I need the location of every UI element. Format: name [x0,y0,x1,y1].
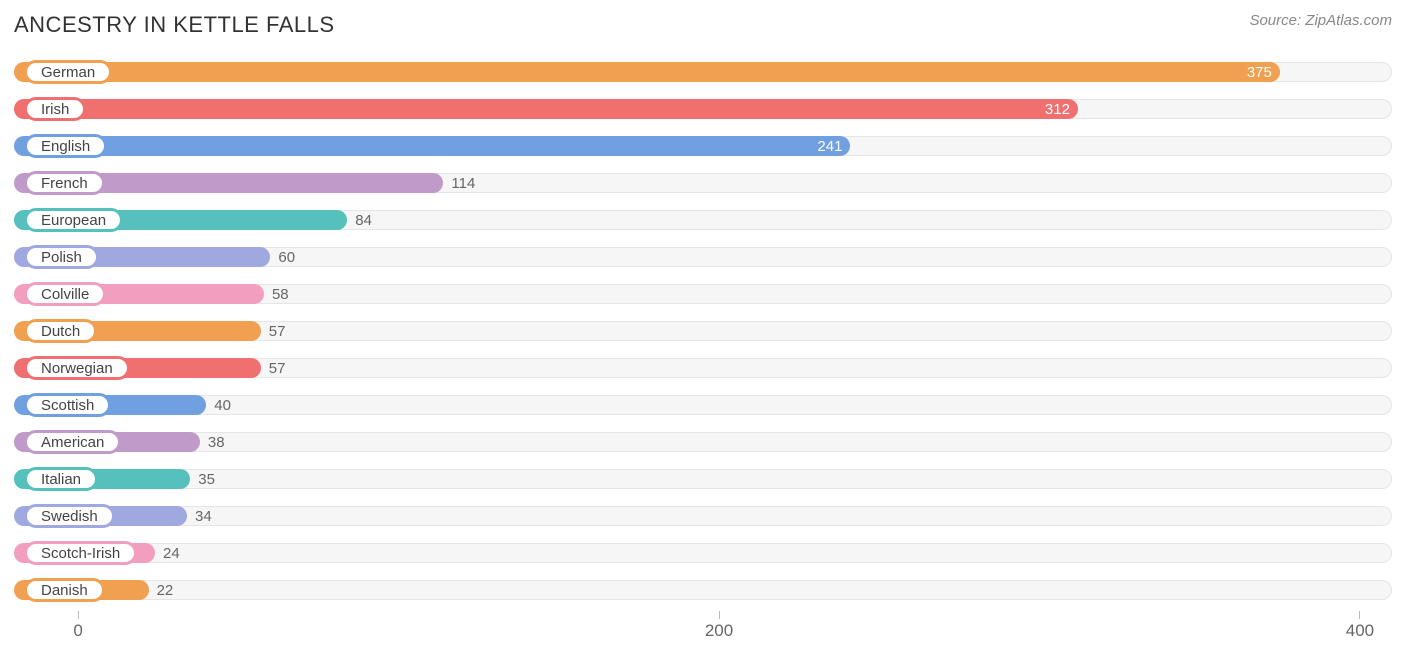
x-axis: 0 200 400 [14,611,1392,651]
bar-value: 114 [443,173,483,193]
category-pill: Dutch [24,319,97,343]
bar-row: 241 English [14,130,1392,162]
tick-label: 400 [1340,621,1380,641]
chart-source: Source: ZipAtlas.com [1249,12,1392,29]
ancestry-chart: ANCESTRY IN KETTLE FALLS Source: ZipAtla… [0,0,1406,659]
category-pill: Italian [24,467,98,491]
bar-row: 34 Swedish [14,500,1392,532]
bar-value: 58 [264,284,297,304]
tick-label: 200 [699,621,739,641]
bar-row: 58 Colville [14,278,1392,310]
bar-row: 375 German [14,56,1392,88]
category-pill: Polish [24,245,99,269]
chart-header: ANCESTRY IN KETTLE FALLS Source: ZipAtla… [14,12,1392,38]
category-pill: Scotch-Irish [24,541,137,565]
tick-mark [1359,611,1360,619]
bar [14,136,850,156]
bar-value: 57 [261,321,294,341]
bar-value: 57 [261,358,294,378]
category-pill: German [24,60,112,84]
category-pill: English [24,134,107,158]
bar-value: 22 [149,580,182,600]
bar-value: 84 [347,210,380,230]
bar-value: 38 [200,432,233,452]
tick-mark [719,611,720,619]
bar-value: 40 [206,395,239,415]
bar-row: 57 Dutch [14,315,1392,347]
category-pill: French [24,171,105,195]
bar [14,62,1280,82]
category-pill: European [24,208,123,232]
axis-tick: 0 [58,611,98,641]
bar-track [14,506,1392,526]
bar-row: 22 Danish [14,574,1392,606]
axis-tick: 200 [699,611,739,641]
bar-value: 60 [270,247,303,267]
bar-value: 24 [155,543,188,563]
bar-track [14,543,1392,563]
category-pill: American [24,430,121,454]
bar-value: 241 [809,136,850,156]
bar-row: 35 Italian [14,463,1392,495]
axis-tick: 400 [1340,611,1380,641]
bar-row: 57 Norwegian [14,352,1392,384]
category-pill: Swedish [24,504,115,528]
category-pill: Irish [24,97,86,121]
bar-value: 312 [1037,99,1078,119]
category-pill: Danish [24,578,105,602]
category-pill: Colville [24,282,106,306]
bar-row: 84 European [14,204,1392,236]
bar [14,99,1078,119]
bar-row: 114 French [14,167,1392,199]
tick-mark [78,611,79,619]
bar-value: 35 [190,469,223,489]
bar-row: 24 Scotch-Irish [14,537,1392,569]
bar-row: 40 Scottish [14,389,1392,421]
bar-value: 375 [1239,62,1280,82]
bars-area: 375 German 312 Irish 241 English 114 French 84 Eu… [14,56,1392,606]
category-pill: Norwegian [24,356,130,380]
category-pill: Scottish [24,393,111,417]
tick-label: 0 [58,621,98,641]
bar-row: 60 Polish [14,241,1392,273]
bar-row: 38 American [14,426,1392,458]
bar-value: 34 [187,506,220,526]
bar-track [14,580,1392,600]
bar-row: 312 Irish [14,93,1392,125]
chart-title: ANCESTRY IN KETTLE FALLS [14,12,335,38]
